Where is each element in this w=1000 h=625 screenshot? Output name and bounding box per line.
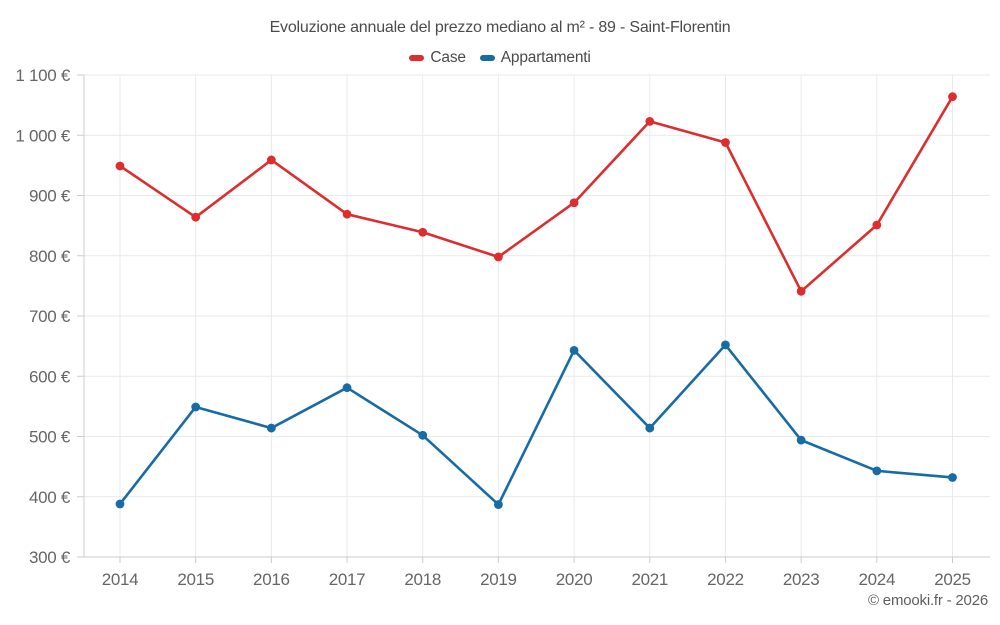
x-tick-label: 2014 [102, 570, 139, 589]
x-tick-label: 2019 [480, 570, 517, 589]
y-tick-label: 800 € [29, 247, 71, 266]
y-tick-label: 600 € [29, 367, 71, 386]
y-tick-label: 700 € [29, 307, 71, 326]
data-point-appartamenti-2022[interactable] [721, 340, 730, 350]
data-point-appartamenti-2015[interactable] [191, 402, 201, 412]
data-point-case-2016[interactable] [266, 155, 276, 165]
y-tick-label: 900 € [29, 187, 71, 206]
series-line-appartamenti [118, 343, 954, 506]
data-point-appartamenti-2023[interactable] [796, 435, 806, 445]
y-tick-label: 1 000 € [15, 126, 70, 145]
x-tick-label: 2016 [253, 570, 290, 589]
x-tick-label: 2022 [707, 570, 744, 589]
x-tick-label: 2015 [177, 570, 214, 589]
data-point-case-2022[interactable] [721, 138, 730, 147]
legend-marker-appartamenti-icon [479, 55, 495, 61]
x-tick-label: 2020 [556, 570, 593, 589]
data-point-appartamenti-2020[interactable] [569, 345, 579, 355]
legend-label-case: Case [430, 49, 466, 66]
data-point-appartamenti-2019[interactable] [494, 500, 503, 509]
data-point-appartamenti-2018[interactable] [418, 430, 428, 440]
data-point-appartamenti-2021[interactable] [645, 423, 655, 433]
data-point-appartamenti-2017[interactable] [342, 383, 352, 393]
data-point-case-2023[interactable] [796, 286, 806, 296]
data-point-case-2020[interactable] [569, 198, 579, 208]
data-point-case-2018[interactable] [418, 227, 428, 237]
legend: Case Appartamenti [0, 49, 1000, 67]
data-point-case-2014[interactable] [115, 161, 125, 171]
x-tick-label: 2017 [329, 570, 366, 589]
data-point-appartamenti-2024[interactable] [872, 466, 882, 476]
y-tick-label: 400 € [29, 488, 71, 507]
data-point-case-2025[interactable] [948, 92, 957, 102]
data-point-case-2021[interactable] [645, 116, 655, 126]
data-point-case-2019[interactable] [494, 252, 503, 262]
data-point-case-2024[interactable] [872, 220, 882, 230]
legend-item-case[interactable]: Case [409, 49, 466, 67]
data-point-appartamenti-2016[interactable] [266, 423, 276, 433]
x-tick-label: 2023 [783, 570, 820, 589]
x-tick-label: 2021 [631, 570, 668, 589]
data-point-appartamenti-2014[interactable] [115, 499, 125, 509]
y-tick-label: 300 € [29, 548, 71, 567]
x-tick-label: 2024 [859, 570, 896, 589]
credit-text: © emooki.fr - 2026 [867, 592, 988, 609]
chart-title: Evoluzione annuale del prezzo mediano al… [269, 19, 731, 36]
legend-item-appartamenti[interactable]: Appartamenti [479, 49, 591, 67]
series-line-case [118, 95, 954, 293]
x-tick-label: 2025 [934, 570, 971, 589]
y-tick-label: 1 100 € [15, 66, 70, 85]
y-tick-label: 500 € [29, 428, 71, 447]
data-point-case-2015[interactable] [191, 212, 201, 222]
legend-label-appartamenti: Appartamenti [500, 49, 591, 66]
x-tick-label: 2018 [404, 570, 441, 589]
legend-marker-case-icon [409, 55, 425, 61]
data-point-appartamenti-2025[interactable] [948, 473, 957, 482]
data-point-case-2017[interactable] [342, 209, 352, 219]
